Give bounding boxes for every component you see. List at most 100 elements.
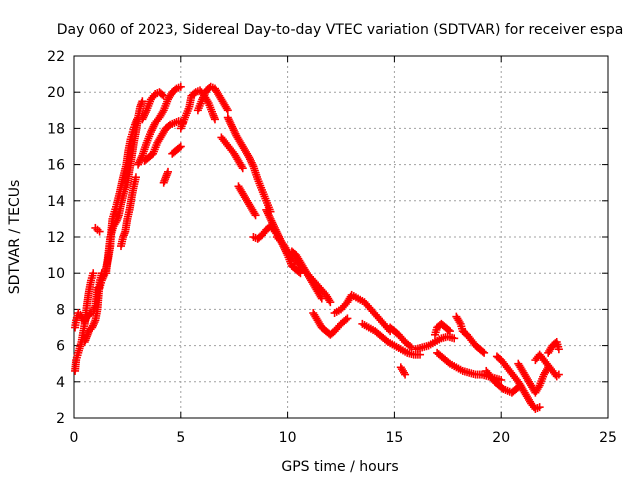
x-tick-label: 10 [279,430,297,446]
data-point [223,113,232,122]
data-point [266,214,275,223]
y-tick-label: 6 [56,339,65,355]
data-point [269,220,278,229]
data-point [159,91,168,100]
data-point [224,115,233,124]
data-point [134,160,143,169]
data-point [149,122,158,131]
y-tick-label: 12 [47,230,65,246]
data-point [199,91,208,100]
y-tick-label: 8 [56,302,65,318]
data-point [228,124,237,133]
data-point [147,126,156,135]
y-axis-label: SDTVAR / TECUs [7,180,23,295]
data-point [480,348,489,357]
data-point [251,211,260,220]
y-tick-label: 18 [47,121,65,137]
y-tick-label: 4 [56,375,65,391]
data-point [226,118,235,127]
data-point [265,213,274,222]
data-point [271,225,280,234]
data-point [89,269,98,278]
data-point [88,321,97,330]
data-point [88,323,97,332]
grid-lines [74,56,608,418]
data-point [141,108,150,117]
data-point [554,345,563,354]
data-point [199,93,208,102]
data-point [176,142,185,151]
x-tick-label: 5 [176,430,185,446]
data-point [250,209,259,218]
data-point [230,128,239,137]
data-point [139,113,148,122]
data-point [535,403,544,412]
y-tick-label: 2 [56,411,65,427]
data-point [554,370,563,379]
x-tick-label: 15 [385,430,403,446]
data-point [270,223,279,232]
data-point [317,294,326,303]
data-point [98,274,107,283]
plot-frame [73,55,609,419]
data-point [248,160,257,169]
data-point [325,296,334,305]
data-point [341,315,350,324]
y-tick-label: 22 [47,49,65,65]
chart-title: Day 060 of 2023, Sidereal Day-to-day VTE… [57,22,624,38]
data-point [455,318,464,327]
data-point [450,334,459,343]
data-point [223,106,232,115]
x-tick-label: 0 [70,430,79,446]
data-point [238,164,247,173]
y-tick-label: 10 [47,266,65,282]
data-point [95,227,104,236]
data-point [134,158,143,167]
data-point [245,153,254,162]
data-point [175,143,184,152]
data-point [146,128,155,137]
data-point [445,327,454,336]
data-point [263,209,272,218]
data-point [478,347,487,356]
data-point [229,126,238,135]
x-tick-label: 20 [492,430,510,446]
data-point [210,115,219,124]
data-point [267,216,276,225]
data-point [176,82,185,91]
data-point [163,167,172,176]
data-point [138,115,147,124]
data-point [401,370,410,379]
data-point [326,298,335,307]
data-point [222,104,231,113]
tick-labels: 2 4 6 8 10 12 14 16 18 20 22 0 5 10 15 20 25 [47,49,617,446]
data-point [97,276,106,285]
y-tick-label: 20 [47,85,65,101]
data-point [225,117,234,126]
data-point [228,122,237,131]
data-point [246,156,255,165]
data-point [148,124,157,133]
data-point [158,90,167,99]
data-point [90,318,99,327]
data-point [200,90,209,99]
data-point [198,95,207,104]
data-point [227,120,236,129]
data-point [268,218,277,227]
data-point [444,325,453,334]
data-point [262,205,271,214]
data-point [111,218,120,227]
y-tick-label: 16 [47,158,65,174]
data-point [316,292,325,301]
data-point [407,343,416,352]
data-point [264,211,273,220]
x-axis-label: GPS time / hours [281,459,398,475]
data-point [263,207,272,216]
data-point [140,109,149,118]
data-point [405,342,414,351]
data-point [400,368,409,377]
data-point [269,222,278,231]
data-point [237,162,246,171]
data-point [247,158,256,167]
